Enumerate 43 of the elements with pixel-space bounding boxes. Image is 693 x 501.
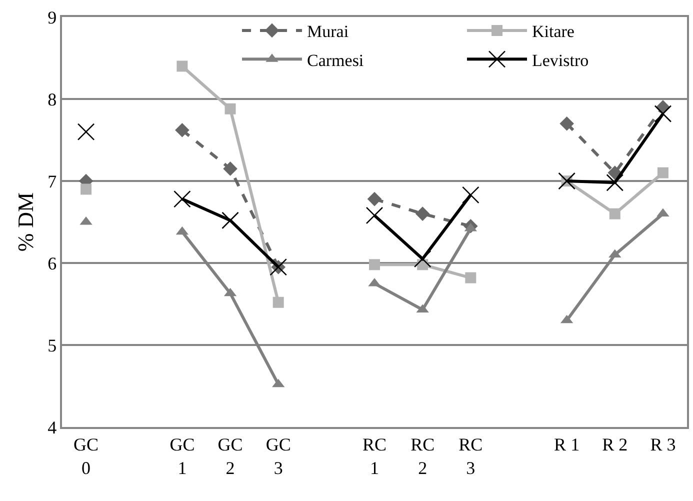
point bbox=[175, 123, 190, 138]
point bbox=[222, 212, 239, 230]
x-tick-label: RC 2 bbox=[410, 434, 435, 478]
x-tick-label: GC 3 bbox=[266, 434, 291, 478]
y-tick-label: 9 bbox=[48, 7, 57, 28]
point bbox=[366, 206, 384, 224]
point bbox=[654, 105, 672, 122]
x-tick-label: R 3 bbox=[650, 434, 676, 454]
point bbox=[367, 192, 382, 206]
legend-label: Kitare bbox=[532, 22, 574, 42]
point bbox=[608, 166, 622, 180]
y-tick-label: 4 bbox=[48, 417, 57, 438]
point bbox=[609, 208, 620, 220]
legend-label: Carmesi bbox=[307, 50, 364, 70]
y-tick-label: 7 bbox=[48, 171, 57, 192]
y-tick-label: 8 bbox=[48, 89, 57, 110]
x-tick-label: R 2 bbox=[602, 434, 628, 454]
point bbox=[77, 123, 95, 140]
x-tick-label: GC 1 bbox=[170, 434, 195, 478]
point bbox=[462, 186, 480, 204]
point bbox=[558, 172, 576, 190]
y-tick-label: 6 bbox=[48, 253, 57, 274]
point bbox=[272, 296, 284, 308]
point bbox=[223, 162, 238, 176]
x-tick-label: GC 0 bbox=[74, 434, 99, 478]
legend-label: Murai bbox=[307, 22, 349, 42]
point bbox=[560, 116, 574, 131]
legend-label: Levistro bbox=[532, 50, 589, 70]
point bbox=[657, 167, 668, 178]
x-tick-label: R 1 bbox=[554, 434, 580, 454]
y-tick-label: 5 bbox=[48, 335, 57, 356]
x-tick-label: GC 2 bbox=[218, 434, 243, 478]
point bbox=[415, 206, 430, 221]
point bbox=[465, 272, 476, 284]
point bbox=[80, 184, 92, 195]
point bbox=[176, 60, 188, 72]
point bbox=[174, 190, 191, 208]
x-tick-label: RC 1 bbox=[362, 434, 387, 478]
x-tick-label: RC 3 bbox=[458, 434, 483, 478]
point bbox=[224, 103, 236, 114]
point bbox=[369, 259, 380, 270]
y-axis-title: % DM bbox=[12, 192, 38, 252]
point bbox=[606, 174, 624, 192]
